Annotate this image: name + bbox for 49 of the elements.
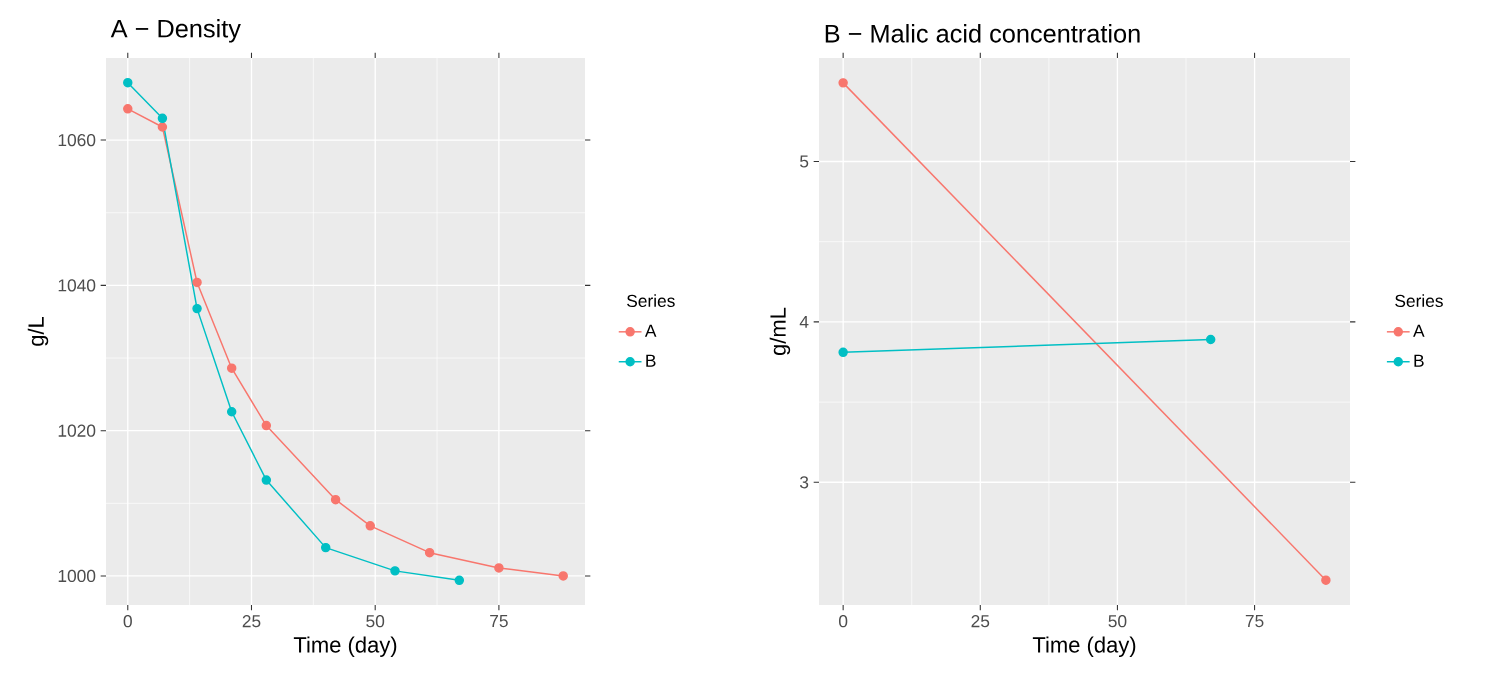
y-tick-label: 4 bbox=[799, 315, 809, 328]
point bbox=[226, 407, 237, 417]
x-tick-label: 50 bbox=[366, 615, 385, 628]
x-tick-label: 0 bbox=[839, 615, 848, 628]
y-tick-label: 1040 bbox=[58, 279, 96, 292]
point bbox=[192, 277, 202, 288]
x-tick-label: 50 bbox=[1108, 615, 1127, 628]
y-tick-label: 1000 bbox=[58, 569, 96, 583]
legend-title: Series bbox=[627, 294, 675, 308]
x-tick-label: 75 bbox=[1245, 615, 1264, 628]
x-tick-label: 0 bbox=[123, 615, 132, 628]
y-tick-label: 3 bbox=[800, 476, 809, 489]
legend-title: Series bbox=[1395, 294, 1443, 308]
point bbox=[261, 420, 272, 431]
point bbox=[494, 563, 504, 573]
x-axis-title: Time (day) bbox=[1032, 636, 1136, 657]
y-tick-label: 1060 bbox=[58, 133, 96, 147]
y-tick-label: 5 bbox=[800, 155, 809, 168]
point bbox=[1321, 575, 1331, 585]
point bbox=[1205, 334, 1216, 345]
point bbox=[424, 547, 435, 558]
point bbox=[226, 363, 237, 373]
chart-title: A − Density bbox=[110, 19, 241, 43]
x-axis-title: Time (day) bbox=[293, 636, 397, 657]
point bbox=[123, 77, 133, 88]
point bbox=[558, 571, 568, 581]
y-axis-title: g/L bbox=[27, 316, 49, 346]
chart-title: B − Malic acid concentration bbox=[825, 24, 1140, 43]
legend-label: B bbox=[646, 354, 656, 367]
x-tick-label: 25 bbox=[242, 615, 261, 628]
point bbox=[261, 475, 272, 485]
point bbox=[320, 542, 331, 553]
point bbox=[123, 104, 133, 114]
y-axis-title: g/mL bbox=[769, 307, 791, 356]
legend-label: A bbox=[1413, 324, 1425, 337]
point bbox=[157, 113, 168, 124]
legend-label: B bbox=[1414, 354, 1424, 367]
x-tick-label: 25 bbox=[971, 615, 990, 628]
point bbox=[390, 566, 400, 576]
point bbox=[365, 521, 375, 531]
y-tick-label: 1020 bbox=[58, 424, 96, 437]
point bbox=[192, 303, 202, 314]
point bbox=[454, 575, 465, 586]
point bbox=[838, 78, 848, 88]
point bbox=[157, 122, 168, 132]
legend-label: A bbox=[644, 324, 657, 337]
point bbox=[330, 494, 341, 505]
x-tick-label: 75 bbox=[490, 615, 508, 628]
point bbox=[838, 347, 848, 358]
